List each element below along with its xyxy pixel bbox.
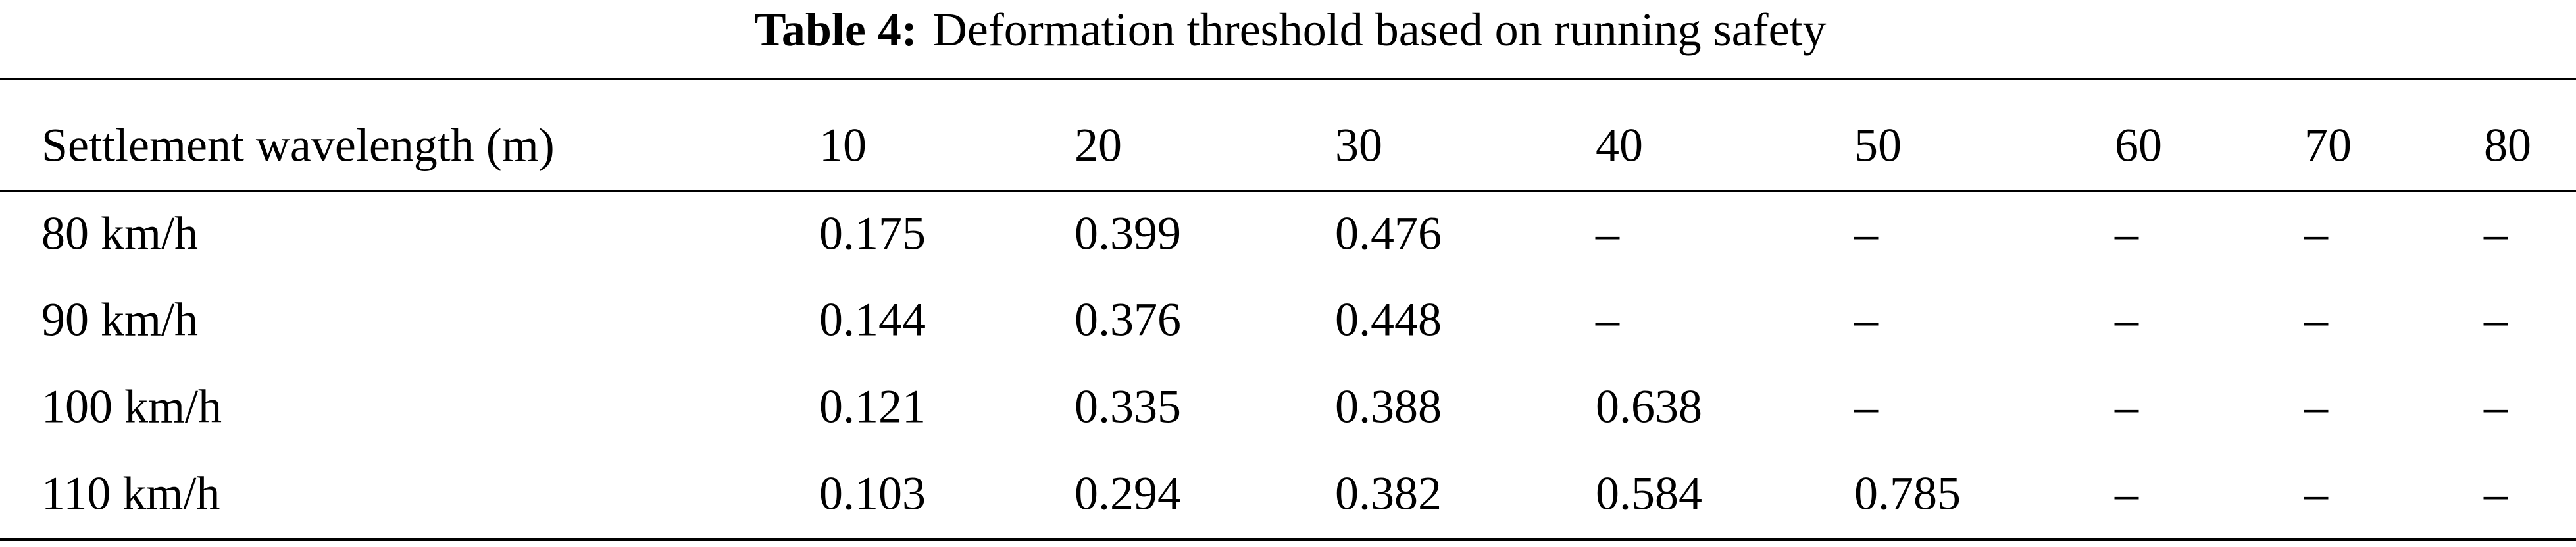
cell: 0.785 [1854,467,1961,520]
cell: – [1595,294,1620,346]
caption: Table 4: Deformation threshold based on r… [754,3,1826,56]
row-label: 90 km/h [41,294,198,346]
header-cell: 80 [2484,119,2531,172]
cell: – [2114,207,2139,260]
cell: 0.638 [1596,380,1702,433]
cell: – [2483,294,2508,346]
row-label: 110 km/h [41,467,220,520]
cell: – [2304,380,2329,433]
cell: – [2114,467,2139,520]
cell: – [2483,207,2508,260]
cell: – [1595,207,1620,260]
header-cell: 20 [1074,119,1122,172]
cell: – [1854,207,1879,260]
caption-title: Deformation threshold based on running s… [933,3,1827,56]
cell: – [2483,467,2508,520]
cell: 0.448 [1335,294,1442,346]
cell: 0.103 [819,467,926,520]
cell: – [1854,294,1879,346]
cell: – [2483,380,2508,433]
cell: 0.121 [819,380,926,433]
header-cell: 10 [819,119,867,172]
row-label: 80 km/h [41,207,198,260]
cell: 0.476 [1335,207,1442,260]
cell: 0.388 [1335,380,1442,433]
cell: 0.376 [1074,294,1181,346]
cell: 0.144 [819,294,926,346]
cell: 0.382 [1335,467,1442,520]
cell: – [2304,207,2329,260]
cell: 0.175 [819,207,926,260]
cell: – [2114,294,2139,346]
caption-label: Table 4: [754,3,917,56]
cell: – [2114,380,2139,433]
header-cell: 40 [1596,119,1643,172]
cell: 0.294 [1074,467,1181,520]
cell: – [1854,380,1879,433]
header-cell: Settlement wavelength (m) [41,119,555,172]
cell: 0.584 [1596,467,1702,520]
cell: – [2304,294,2329,346]
cell: 0.335 [1074,380,1181,433]
row-label: 100 km/h [41,380,222,433]
header-cell: 60 [2115,119,2162,172]
header-cell: 30 [1335,119,1382,172]
cell: – [2304,467,2329,520]
header-cell: 70 [2304,119,2352,172]
header-cell: 50 [1854,119,1902,172]
cell: 0.399 [1074,207,1181,260]
